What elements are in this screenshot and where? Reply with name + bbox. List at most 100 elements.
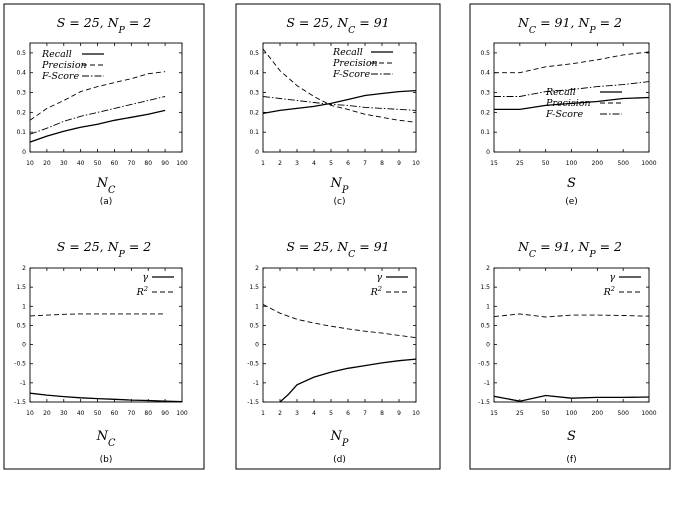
legend-label: Recall bbox=[545, 87, 576, 98]
y-tick-label: 0.2 bbox=[16, 109, 26, 116]
y-tick-label: 0.2 bbox=[480, 109, 490, 116]
x-tick-label: 8 bbox=[380, 160, 384, 167]
x-tick-label: 90 bbox=[161, 410, 169, 417]
legend-label: γ bbox=[376, 272, 382, 283]
x-tick-label: 10 bbox=[412, 160, 420, 167]
y-tick-label: 0.5 bbox=[249, 50, 259, 57]
series-line-2 bbox=[30, 71, 166, 121]
panel-caption: (a) bbox=[100, 197, 113, 207]
x-axis-label: NP​ bbox=[330, 176, 349, 196]
x-tick-label: 10 bbox=[412, 410, 420, 417]
y-tick-label: 0.2 bbox=[249, 109, 259, 116]
x-tick-label: 80 bbox=[144, 410, 152, 417]
x-tick-label: 10 bbox=[26, 410, 34, 417]
panel-frame-col-2 bbox=[235, 3, 441, 470]
x-tick-label: 500 bbox=[617, 160, 629, 167]
plot-area bbox=[29, 267, 183, 403]
panel-caption: (c) bbox=[334, 197, 346, 207]
x-tick-label: 25 bbox=[516, 160, 524, 167]
y-tick-label: 0.3 bbox=[480, 90, 490, 97]
series-line-1 bbox=[494, 96, 649, 111]
x-tick-label: 90 bbox=[161, 160, 169, 167]
x-tick-label: 30 bbox=[60, 160, 68, 167]
series-line-2 bbox=[494, 51, 649, 74]
x-tick-label: 9 bbox=[397, 160, 401, 167]
y-tick-label: 0.1 bbox=[249, 129, 259, 136]
x-tick-label: 7 bbox=[363, 410, 367, 417]
series-line-1 bbox=[30, 109, 166, 143]
y-tick-label: 0 bbox=[255, 342, 259, 349]
legend-label: F-Score bbox=[41, 71, 79, 82]
x-tick-label: 50 bbox=[94, 410, 102, 417]
x-tick-label: 30 bbox=[60, 410, 68, 417]
panel-caption: (e) bbox=[565, 197, 578, 207]
x-tick-label: 1 bbox=[261, 410, 265, 417]
x-tick-label: 5 bbox=[329, 410, 333, 417]
panel-frame-col-1 bbox=[3, 3, 205, 470]
y-tick-label: 0.3 bbox=[249, 90, 259, 97]
y-tick-label: 2 bbox=[486, 265, 490, 272]
y-tick-label: -1 bbox=[253, 380, 259, 387]
x-tick-label: 20 bbox=[43, 160, 51, 167]
x-tick-label: 200 bbox=[592, 160, 604, 167]
x-axis-label: NP​ bbox=[330, 429, 349, 449]
legend-label: R2 bbox=[603, 285, 615, 298]
x-tick-label: 20 bbox=[43, 410, 51, 417]
x-tick-label: 100 bbox=[566, 160, 578, 167]
chart-f: NC​ = 91, NP​ = 2 -1.5 -1 -0.5 0 0.5 1 1.5 2 15 25… bbox=[478, 239, 657, 465]
x-tick-label: 6 bbox=[346, 410, 350, 417]
chart-title: NC​ = 91, NP​ = 2 bbox=[517, 15, 622, 36]
series-line-3 bbox=[263, 96, 416, 111]
y-tick-label: 0.5 bbox=[16, 50, 26, 57]
x-tick-label: 100 bbox=[566, 410, 578, 417]
x-tick-label: 100 bbox=[176, 410, 188, 417]
x-tick-label: 80 bbox=[144, 160, 152, 167]
chart-c: S = 25, NC​ = 91 0 0.1 0.2 0.3 0.4 0.5 1 2 3 4 5 6 7 8… bbox=[249, 15, 420, 207]
x-tick-label: 40 bbox=[77, 160, 85, 167]
legend-label: Precision bbox=[41, 60, 87, 71]
series-line-1 bbox=[494, 394, 649, 402]
y-tick-label: 0 bbox=[22, 342, 26, 349]
x-tick-label: 15 bbox=[490, 160, 498, 167]
y-tick-label: 0.1 bbox=[480, 129, 490, 136]
x-tick-label: 8 bbox=[380, 410, 384, 417]
legend-label: Recall bbox=[332, 47, 363, 58]
x-tick-label: 9 bbox=[397, 410, 401, 417]
x-tick-label: 60 bbox=[111, 160, 119, 167]
y-tick-label: 0.4 bbox=[16, 70, 26, 77]
y-tick-label: 1 bbox=[255, 303, 259, 310]
chart-e: NC​ = 91, NP​ = 2 0 0.1 0.2 0.3 0.4 0.5 15 25 50 1… bbox=[480, 15, 656, 207]
y-tick-label: 0.5 bbox=[249, 322, 259, 329]
panel-frame-col-3 bbox=[469, 3, 671, 470]
panel-caption: (d) bbox=[333, 455, 346, 465]
x-tick-label: 7 bbox=[363, 160, 367, 167]
y-tick-label: 0.4 bbox=[480, 70, 490, 77]
y-tick-label: 0.1 bbox=[16, 129, 26, 136]
plot-area bbox=[29, 42, 183, 153]
x-tick-label: 5 bbox=[329, 160, 333, 167]
plot-area bbox=[262, 267, 417, 403]
x-tick-label: 40 bbox=[77, 410, 85, 417]
x-tick-label: 3 bbox=[295, 160, 299, 167]
legend-label: Precision bbox=[332, 58, 378, 69]
y-tick-label: 2 bbox=[255, 265, 259, 272]
y-tick-label: -1.5 bbox=[478, 399, 490, 406]
y-tick-label: -1.5 bbox=[14, 399, 26, 406]
x-tick-label: 500 bbox=[617, 410, 629, 417]
y-tick-label: 1.5 bbox=[16, 284, 26, 291]
x-tick-label: 2 bbox=[278, 410, 282, 417]
x-tick-label: 4 bbox=[312, 410, 316, 417]
y-tick-label: -0.5 bbox=[14, 361, 26, 368]
x-tick-label: 6 bbox=[346, 160, 350, 167]
y-tick-label: -0.5 bbox=[478, 361, 490, 368]
y-tick-label: 1 bbox=[486, 303, 490, 310]
chart-title: S = 25, NP​ = 2 bbox=[57, 15, 152, 36]
x-tick-label: 50 bbox=[94, 160, 102, 167]
chart-title: S = 25, NC​ = 91 bbox=[286, 239, 389, 260]
y-tick-label: 1 bbox=[22, 303, 26, 310]
x-axis-label: NC​ bbox=[96, 429, 116, 449]
y-tick-label: 0.5 bbox=[480, 50, 490, 57]
chart-a: S = 25, NP​ = 2 0 0.1 0.2 0.3 0.4 0.5 10 20 30 40 5… bbox=[16, 15, 187, 207]
chart-title: S = 25, NP​ = 2 bbox=[57, 239, 152, 260]
chart-d: S = 25, NC​ = 91 -1.5 -1 -0.5 0 0.5 1 1.5 2 1 2 3 4 5… bbox=[247, 239, 420, 465]
